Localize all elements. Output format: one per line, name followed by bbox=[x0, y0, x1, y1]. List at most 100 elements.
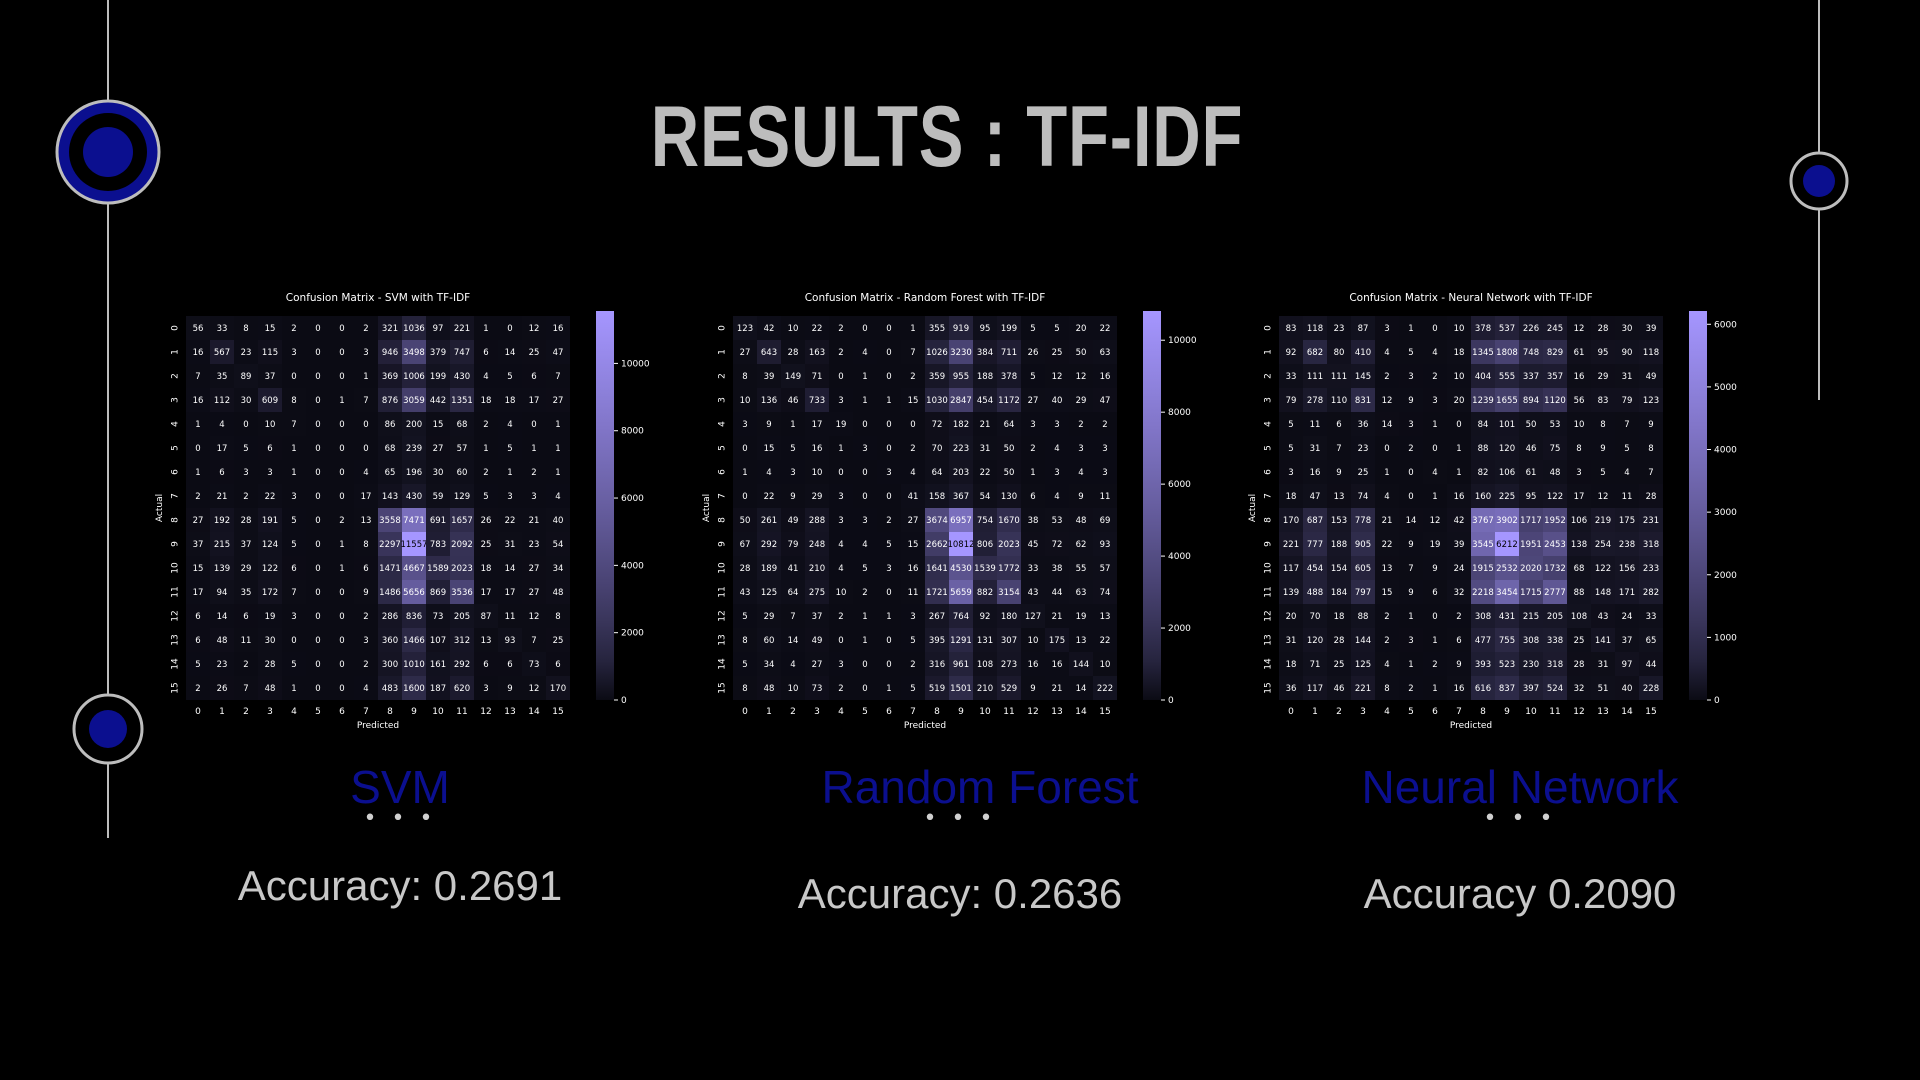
x-tick-label: 11 bbox=[1549, 707, 1560, 717]
heatmap-cell bbox=[1423, 604, 1447, 628]
heatmap-cell bbox=[1399, 412, 1423, 436]
heatmap-cell bbox=[522, 532, 546, 556]
cell-value-label: 308 bbox=[1523, 636, 1539, 646]
x-tick-label: 14 bbox=[1621, 707, 1633, 717]
cell-value-label: 5 bbox=[291, 516, 296, 526]
heatmap-cell bbox=[378, 628, 402, 652]
cell-value-label: 28 bbox=[788, 348, 799, 358]
cell-value-label: 682 bbox=[1307, 348, 1323, 358]
heatmap-cell bbox=[210, 676, 234, 700]
heatmap-cell bbox=[450, 556, 474, 580]
x-tick-label: 3 bbox=[267, 707, 273, 717]
heatmap-cell bbox=[949, 460, 973, 484]
heatmap-cell bbox=[1375, 580, 1399, 604]
heatmap-cell bbox=[1279, 556, 1303, 580]
cell-value-label: 9 bbox=[1432, 564, 1437, 574]
heatmap-cell bbox=[1567, 556, 1591, 580]
cell-value-label: 9 bbox=[1078, 492, 1083, 502]
cell-value-label: 117 bbox=[1307, 684, 1323, 694]
cell-value-label: 8 bbox=[1384, 684, 1389, 694]
heatmap-cell bbox=[234, 340, 258, 364]
cell-value-label: 95 bbox=[1526, 492, 1537, 502]
heatmap-cell bbox=[1327, 460, 1351, 484]
heatmap-cell bbox=[997, 532, 1021, 556]
heatmap-cell bbox=[378, 388, 402, 412]
heatmap-cell bbox=[1567, 316, 1591, 340]
heatmap-cell bbox=[546, 484, 570, 508]
heatmap-cell bbox=[1279, 604, 1303, 628]
heatmap-cell bbox=[306, 556, 330, 580]
cell-value-label: 15 bbox=[764, 444, 775, 454]
heatmap-cell bbox=[426, 532, 450, 556]
heatmap-cell bbox=[498, 340, 522, 364]
cell-value-label: 163 bbox=[809, 348, 825, 358]
cell-value-label: 3 bbox=[1078, 444, 1083, 454]
cell-value-label: 1030 bbox=[926, 396, 948, 406]
cell-value-label: 1 bbox=[555, 444, 560, 454]
colorbar-tick-label: 8000 bbox=[621, 427, 644, 437]
heatmap-cell bbox=[1591, 652, 1615, 676]
heatmap-cell bbox=[306, 484, 330, 508]
heatmap-cell bbox=[925, 340, 949, 364]
heatmap-cell bbox=[450, 532, 474, 556]
heatmap-cell bbox=[498, 676, 522, 700]
cell-value-label: 158 bbox=[929, 492, 945, 502]
heatmap-cell bbox=[1399, 556, 1423, 580]
cell-value-label: 68 bbox=[1574, 564, 1585, 574]
cell-value-label: 21 bbox=[980, 420, 991, 430]
heatmap-cell bbox=[1423, 484, 1447, 508]
cell-value-label: 115 bbox=[262, 348, 278, 358]
heatmap-cell bbox=[1021, 556, 1045, 580]
y-axis-label: Actual bbox=[702, 494, 712, 522]
cell-value-label: 0 bbox=[339, 324, 344, 334]
heatmap-cell bbox=[546, 388, 570, 412]
cell-value-label: 2023 bbox=[451, 564, 473, 574]
heatmap-cell bbox=[781, 388, 805, 412]
cell-value-label: 1657 bbox=[451, 516, 473, 526]
heatmap-cell bbox=[546, 412, 570, 436]
heatmap-cell bbox=[1639, 604, 1663, 628]
cell-value-label: 5 bbox=[507, 444, 512, 454]
heatmap-cell bbox=[781, 364, 805, 388]
cell-value-label: 312 bbox=[454, 636, 470, 646]
cell-value-label: 5 bbox=[195, 660, 200, 670]
cell-value-label: 318 bbox=[1547, 660, 1563, 670]
cell-value-label: 6 bbox=[507, 660, 512, 670]
cell-value-label: 0 bbox=[862, 684, 867, 694]
heatmap-cell bbox=[781, 676, 805, 700]
cell-value-label: 22 bbox=[265, 492, 276, 502]
heatmap-cell bbox=[1639, 580, 1663, 604]
heatmap-cell bbox=[1519, 316, 1543, 340]
cell-value-label: 7 bbox=[1624, 420, 1629, 430]
cell-value-label: 395 bbox=[929, 636, 945, 646]
cell-value-label: 0 bbox=[862, 468, 867, 478]
heatmap-cell bbox=[1471, 412, 1495, 436]
cell-value-label: 29 bbox=[764, 612, 775, 622]
cell-value-label: 1 bbox=[291, 444, 296, 454]
cell-value-label: 188 bbox=[1331, 540, 1347, 550]
heatmap-cell bbox=[282, 412, 306, 436]
heatmap-cell bbox=[402, 340, 426, 364]
cell-value-label: 0 bbox=[315, 396, 320, 406]
heatmap-cell bbox=[1399, 532, 1423, 556]
heatmap-cell bbox=[1471, 364, 1495, 388]
cell-value-label: 6 bbox=[195, 612, 200, 622]
heatmap-cell bbox=[1447, 340, 1471, 364]
heatmap-cell bbox=[498, 604, 522, 628]
cell-value-label: 1 bbox=[291, 684, 296, 694]
heatmap-cell bbox=[901, 532, 925, 556]
heatmap-cell bbox=[1423, 388, 1447, 412]
heatmap-cell bbox=[733, 460, 757, 484]
cell-value-label: 0 bbox=[886, 636, 891, 646]
cell-value-label: 16 bbox=[1100, 372, 1111, 382]
cell-value-label: 0 bbox=[886, 372, 891, 382]
heatmap-cell bbox=[1375, 628, 1399, 652]
heatmap-cell bbox=[1543, 460, 1567, 484]
heatmap-cell bbox=[378, 676, 402, 700]
heatmap-cell bbox=[1093, 532, 1117, 556]
cell-value-label: 5 bbox=[1624, 444, 1629, 454]
cell-value-label: 4 bbox=[862, 540, 867, 550]
heatmap-cell bbox=[306, 388, 330, 412]
cell-value-label: 7 bbox=[910, 348, 915, 358]
heatmap-cell bbox=[1045, 532, 1069, 556]
